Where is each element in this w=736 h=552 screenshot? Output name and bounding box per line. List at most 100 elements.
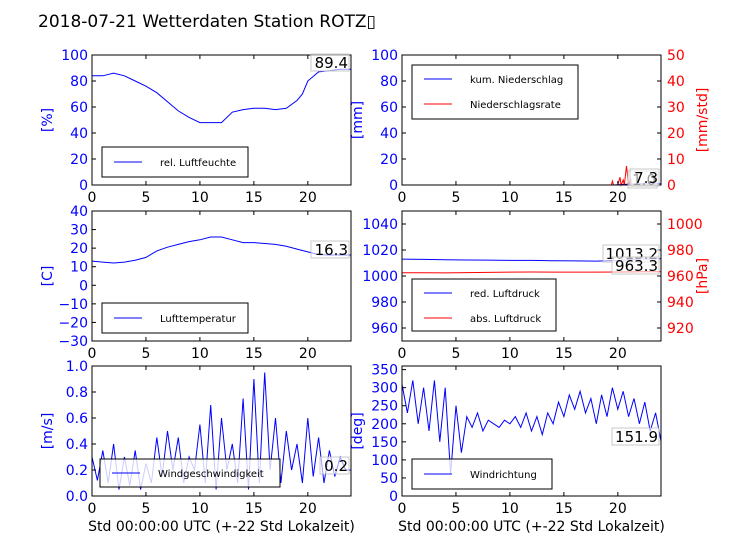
y-tick-label: 100	[371, 453, 398, 469]
x-tick-label: 0	[88, 501, 97, 517]
panel-precipitation: 0 5 10 15 20 0 20 40 60 80 100 0 10 20 30 40 50 [mm] [mm/s…	[350, 48, 711, 206]
y-right-tick-label: 960	[667, 269, 694, 285]
legend-label: red. Luftdruck	[470, 289, 540, 300]
page-title: 2018-07-21 Wetterdaten Station ROTZ▯	[38, 12, 376, 32]
y-axis-label: [mm]	[350, 101, 366, 139]
y-tick-label: 0.6	[66, 411, 88, 427]
value-label-text: 0.2	[324, 457, 348, 475]
value-label-text: 16.3	[315, 241, 348, 259]
x-tick-label: 15	[245, 190, 263, 206]
x-tick-label: 0	[88, 190, 97, 206]
x-tick-label: 10	[191, 190, 209, 206]
value-label-box	[319, 456, 350, 475]
y-right-tick-label: 980	[667, 243, 694, 259]
legend-precipitation: kum. Niederschlag Niederschlagsrate	[411, 64, 579, 120]
legend-box	[411, 64, 579, 120]
y-right-tick-label: 1000	[667, 217, 703, 233]
value-label-box	[611, 256, 660, 275]
legend-box	[411, 278, 557, 332]
x-tick-label: 15	[555, 501, 573, 517]
y-right-tick-label: 920	[667, 321, 694, 337]
x-tick-label: 0	[88, 346, 97, 362]
y-tick-label: 50	[380, 471, 398, 487]
x-tick-label: 10	[501, 346, 519, 362]
y-right-axis-label: [hPa]	[695, 258, 711, 294]
y-tick-label: 0	[389, 178, 398, 194]
x-tick-label: 5	[141, 346, 150, 362]
value-label-windspeed: 0.2	[319, 456, 350, 475]
y-right-tick-label: 0	[667, 178, 676, 194]
y-tick-label: −10	[58, 297, 88, 313]
x-tick-label: 0	[398, 346, 407, 362]
plot-frame-humidity	[91, 54, 352, 186]
x-tick-label: 5	[141, 190, 150, 206]
legend-label: kum. Niederschlag	[470, 75, 563, 86]
y-axis-label: [C]	[40, 266, 56, 287]
y-tick-label: 0	[79, 278, 88, 294]
y-tick-label: 60	[70, 100, 88, 116]
y-tick-label: 0.4	[66, 437, 88, 453]
panel-humidity: 0 5 10 15 20 0 20 40 60 80 100 [%] rel. Luftfeuchte 8…	[40, 48, 352, 206]
x-tick-label: 20	[299, 501, 317, 517]
y-tick-label: 80	[70, 74, 88, 90]
value-label-text: 151.9	[615, 428, 658, 446]
y-tick-label: 0.0	[66, 489, 88, 505]
y-tick-label: 20	[380, 152, 398, 168]
value-label-text: 89.4	[315, 54, 348, 72]
plot-frame-winddirection	[401, 365, 662, 497]
y-right-tick-label: 20	[667, 126, 685, 142]
y-tick-label: 100	[371, 48, 398, 64]
x-tick-label: 15	[245, 346, 263, 362]
x-tick-label: 0	[398, 190, 407, 206]
legend-label: Lufttemperatur	[160, 314, 237, 325]
x-tick-label: 15	[555, 190, 573, 206]
y-tick-label: 40	[70, 204, 88, 220]
y-tick-label: 0	[389, 489, 398, 505]
y-right-tick-label: 10	[667, 152, 685, 168]
y-tick-label: 20	[70, 241, 88, 257]
legend-winddirection: Windrichtung	[411, 458, 553, 490]
value-label-precipitation: 7.3	[629, 168, 660, 187]
x-tick-label: 10	[501, 501, 519, 517]
legend-label: Niederschlagsrate	[470, 100, 561, 111]
series-line-temperature-0	[91, 236, 351, 264]
x-tick-label: 20	[609, 501, 627, 517]
y-tick-label: 40	[70, 126, 88, 142]
y-tick-label: 1000	[362, 269, 398, 285]
y-axis-label: [%]	[40, 108, 56, 132]
plot-frame-windspeed	[91, 365, 352, 497]
x-tick-label: 10	[191, 346, 209, 362]
y-tick-label: 1020	[362, 243, 398, 259]
y-tick-label: 0.2	[66, 463, 88, 479]
y-tick-label: 0	[79, 178, 88, 194]
x-tick-label: 5	[141, 501, 150, 517]
y-tick-label: 0.8	[66, 385, 88, 401]
x-tick-label: 20	[609, 346, 627, 362]
x-axis-label: Std 00:00:00 UTC (+-22 Std Lokalzeit)	[88, 519, 355, 535]
legend-humidity: rel. Luftfeuchte	[101, 146, 249, 178]
x-tick-label: 10	[191, 501, 209, 517]
value-label-text: 963.3	[615, 257, 658, 275]
y-tick-label: 300	[371, 381, 398, 397]
y-tick-label: 1040	[362, 217, 398, 233]
legend-label: rel. Luftfeuchte	[160, 158, 236, 169]
x-axis-label: Std 00:00:00 UTC (+-22 Std Lokalzeit)	[398, 519, 665, 535]
legend-label: Windrichtung	[470, 470, 537, 481]
y-tick-label: 1.0	[66, 359, 88, 375]
y-tick-label: 980	[371, 295, 398, 311]
y-tick-label: 10	[70, 260, 88, 276]
x-tick-label: 5	[451, 346, 460, 362]
value-label-winddirection: 151.9	[611, 427, 660, 446]
value-label-box	[611, 427, 660, 446]
value-label-box	[629, 168, 660, 187]
series-line-winddirection-0	[401, 380, 662, 475]
panel-windspeed: 0 5 10 15 20 0.0 0.2 0.4 0.6 0.8 1.0 [m/s] Std 00:00…	[40, 359, 355, 535]
y-right-axis-label: [mm/std]	[695, 88, 711, 153]
y-right-tick-label: 40	[667, 74, 685, 90]
series-line-humidity-0	[92, 68, 351, 124]
x-tick-label: 20	[609, 190, 627, 206]
x-tick-label: 5	[451, 501, 460, 517]
value-label-temperature: 16.3	[310, 240, 350, 259]
